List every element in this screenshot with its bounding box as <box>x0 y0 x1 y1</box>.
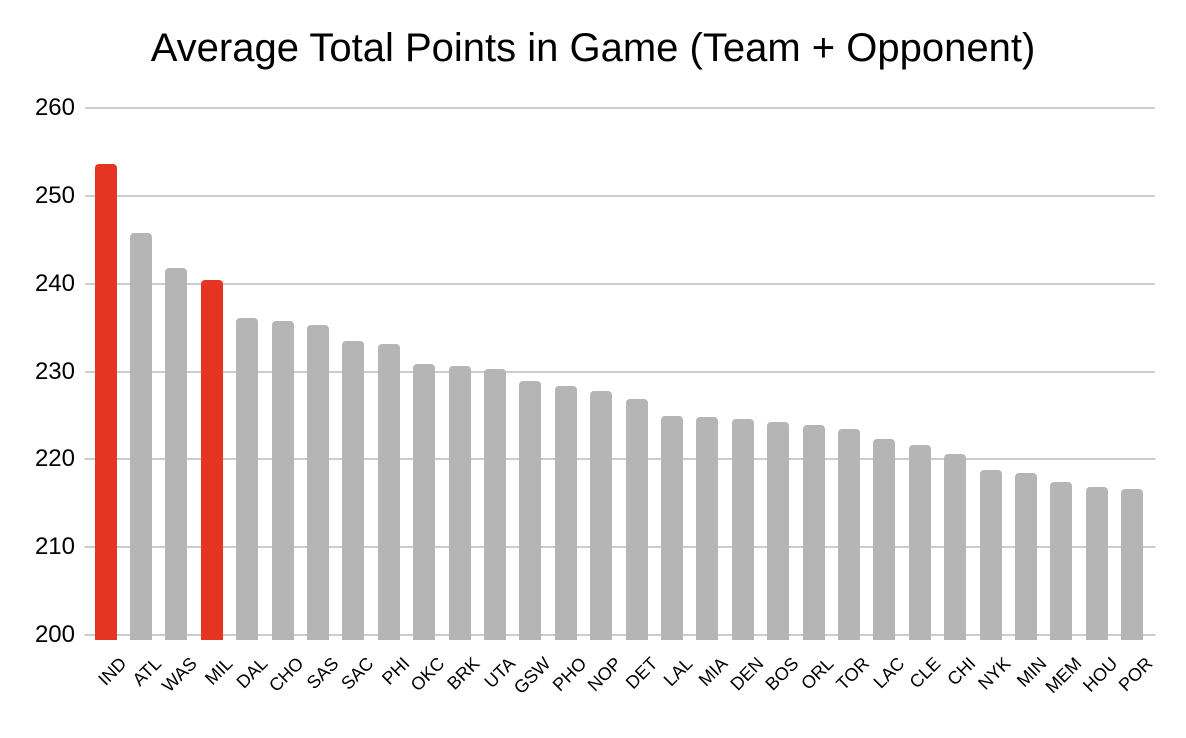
gridline <box>85 194 1155 197</box>
bar-cho <box>271 320 294 640</box>
bar-bos <box>767 421 790 640</box>
bar-por <box>1121 489 1144 640</box>
bar-okc <box>413 364 436 640</box>
bar-dal <box>236 317 259 640</box>
bar-phi <box>377 344 400 640</box>
x-tick-label-sac: SAC <box>337 653 378 694</box>
bar-uta <box>483 368 506 640</box>
bar-cle <box>908 445 931 640</box>
x-tick-label-det: DET <box>621 653 661 693</box>
gridline <box>85 282 1155 285</box>
x-tick-label-sas: SAS <box>302 653 343 693</box>
x-tick-label-bos: BOS <box>761 653 803 695</box>
x-tick-label-nop: NOP <box>583 653 626 696</box>
x-tick-label-tor: TOR <box>832 653 874 695</box>
bar-ind <box>94 164 117 640</box>
x-tick-label-pho: PHO <box>548 653 591 696</box>
x-tick-label-was: WAS <box>158 653 201 696</box>
gridline <box>85 107 1155 109</box>
y-tick-label: 220 <box>34 445 75 473</box>
bar-det <box>625 398 648 640</box>
bar-brk <box>448 366 471 640</box>
bar-tor <box>837 428 860 640</box>
gridline <box>85 546 1155 549</box>
bar-orl <box>802 425 825 640</box>
y-tick-label: 260 <box>34 94 75 121</box>
x-tick-label-orl: ORL <box>797 653 838 694</box>
y-tick-label: 230 <box>34 357 75 385</box>
x-tick-label-cho: CHO <box>264 653 307 696</box>
chart-title: Average Total Points in Game (Team + Opp… <box>150 26 1036 70</box>
bar-gsw <box>519 381 542 640</box>
bar-mia <box>696 417 719 640</box>
bar-mil <box>200 280 223 640</box>
bar-sac <box>342 340 365 640</box>
x-tick-label-lac: LAC <box>869 653 909 693</box>
x-tick-label-brk: BRK <box>443 653 484 694</box>
bar-lal <box>660 416 683 640</box>
x-tick-label-mem: MEM <box>1041 653 1086 698</box>
x-tick-label-cle: CLE <box>905 653 945 693</box>
y-tick-label: 250 <box>34 181 75 209</box>
bar-atl <box>129 232 152 640</box>
x-tick-label-lal: LAL <box>659 653 697 691</box>
x-tick-label-ind: IND <box>93 653 130 690</box>
y-tick-label: 240 <box>34 269 75 297</box>
y-tick-label: 200 <box>34 621 75 648</box>
x-tick-label-gsw: GSW <box>510 653 555 698</box>
x-tick-label-nyk: NYK <box>974 653 1015 694</box>
x-tick-label-den: DEN <box>726 653 768 695</box>
x-tick-label-mil: MIL <box>200 653 237 689</box>
bar-min <box>1014 473 1037 640</box>
bar-nop <box>590 390 613 640</box>
bar-den <box>731 418 754 640</box>
x-tick-label-okc: OKC <box>406 653 449 696</box>
bar-chi <box>944 454 967 640</box>
bar-mem <box>1050 482 1073 640</box>
bar-was <box>165 267 188 640</box>
gridline <box>85 458 1155 461</box>
x-tick-label-hou: HOU <box>1078 653 1122 696</box>
x-tick-label-dal: DAL <box>232 653 272 693</box>
gridline <box>85 634 1155 636</box>
x-tick-label-mia: MIA <box>694 653 732 691</box>
x-tick-label-chi: CHI <box>943 653 980 690</box>
bar-lac <box>873 439 896 640</box>
x-tick-label-por: POR <box>1114 653 1157 696</box>
bar-nyk <box>979 469 1002 640</box>
bar-hou <box>1085 487 1108 640</box>
y-tick-label: 210 <box>34 533 75 561</box>
x-tick-label-phi: PHI <box>377 653 414 689</box>
bar-pho <box>554 386 577 640</box>
bar-sas <box>306 324 329 640</box>
gridline <box>85 370 1155 373</box>
